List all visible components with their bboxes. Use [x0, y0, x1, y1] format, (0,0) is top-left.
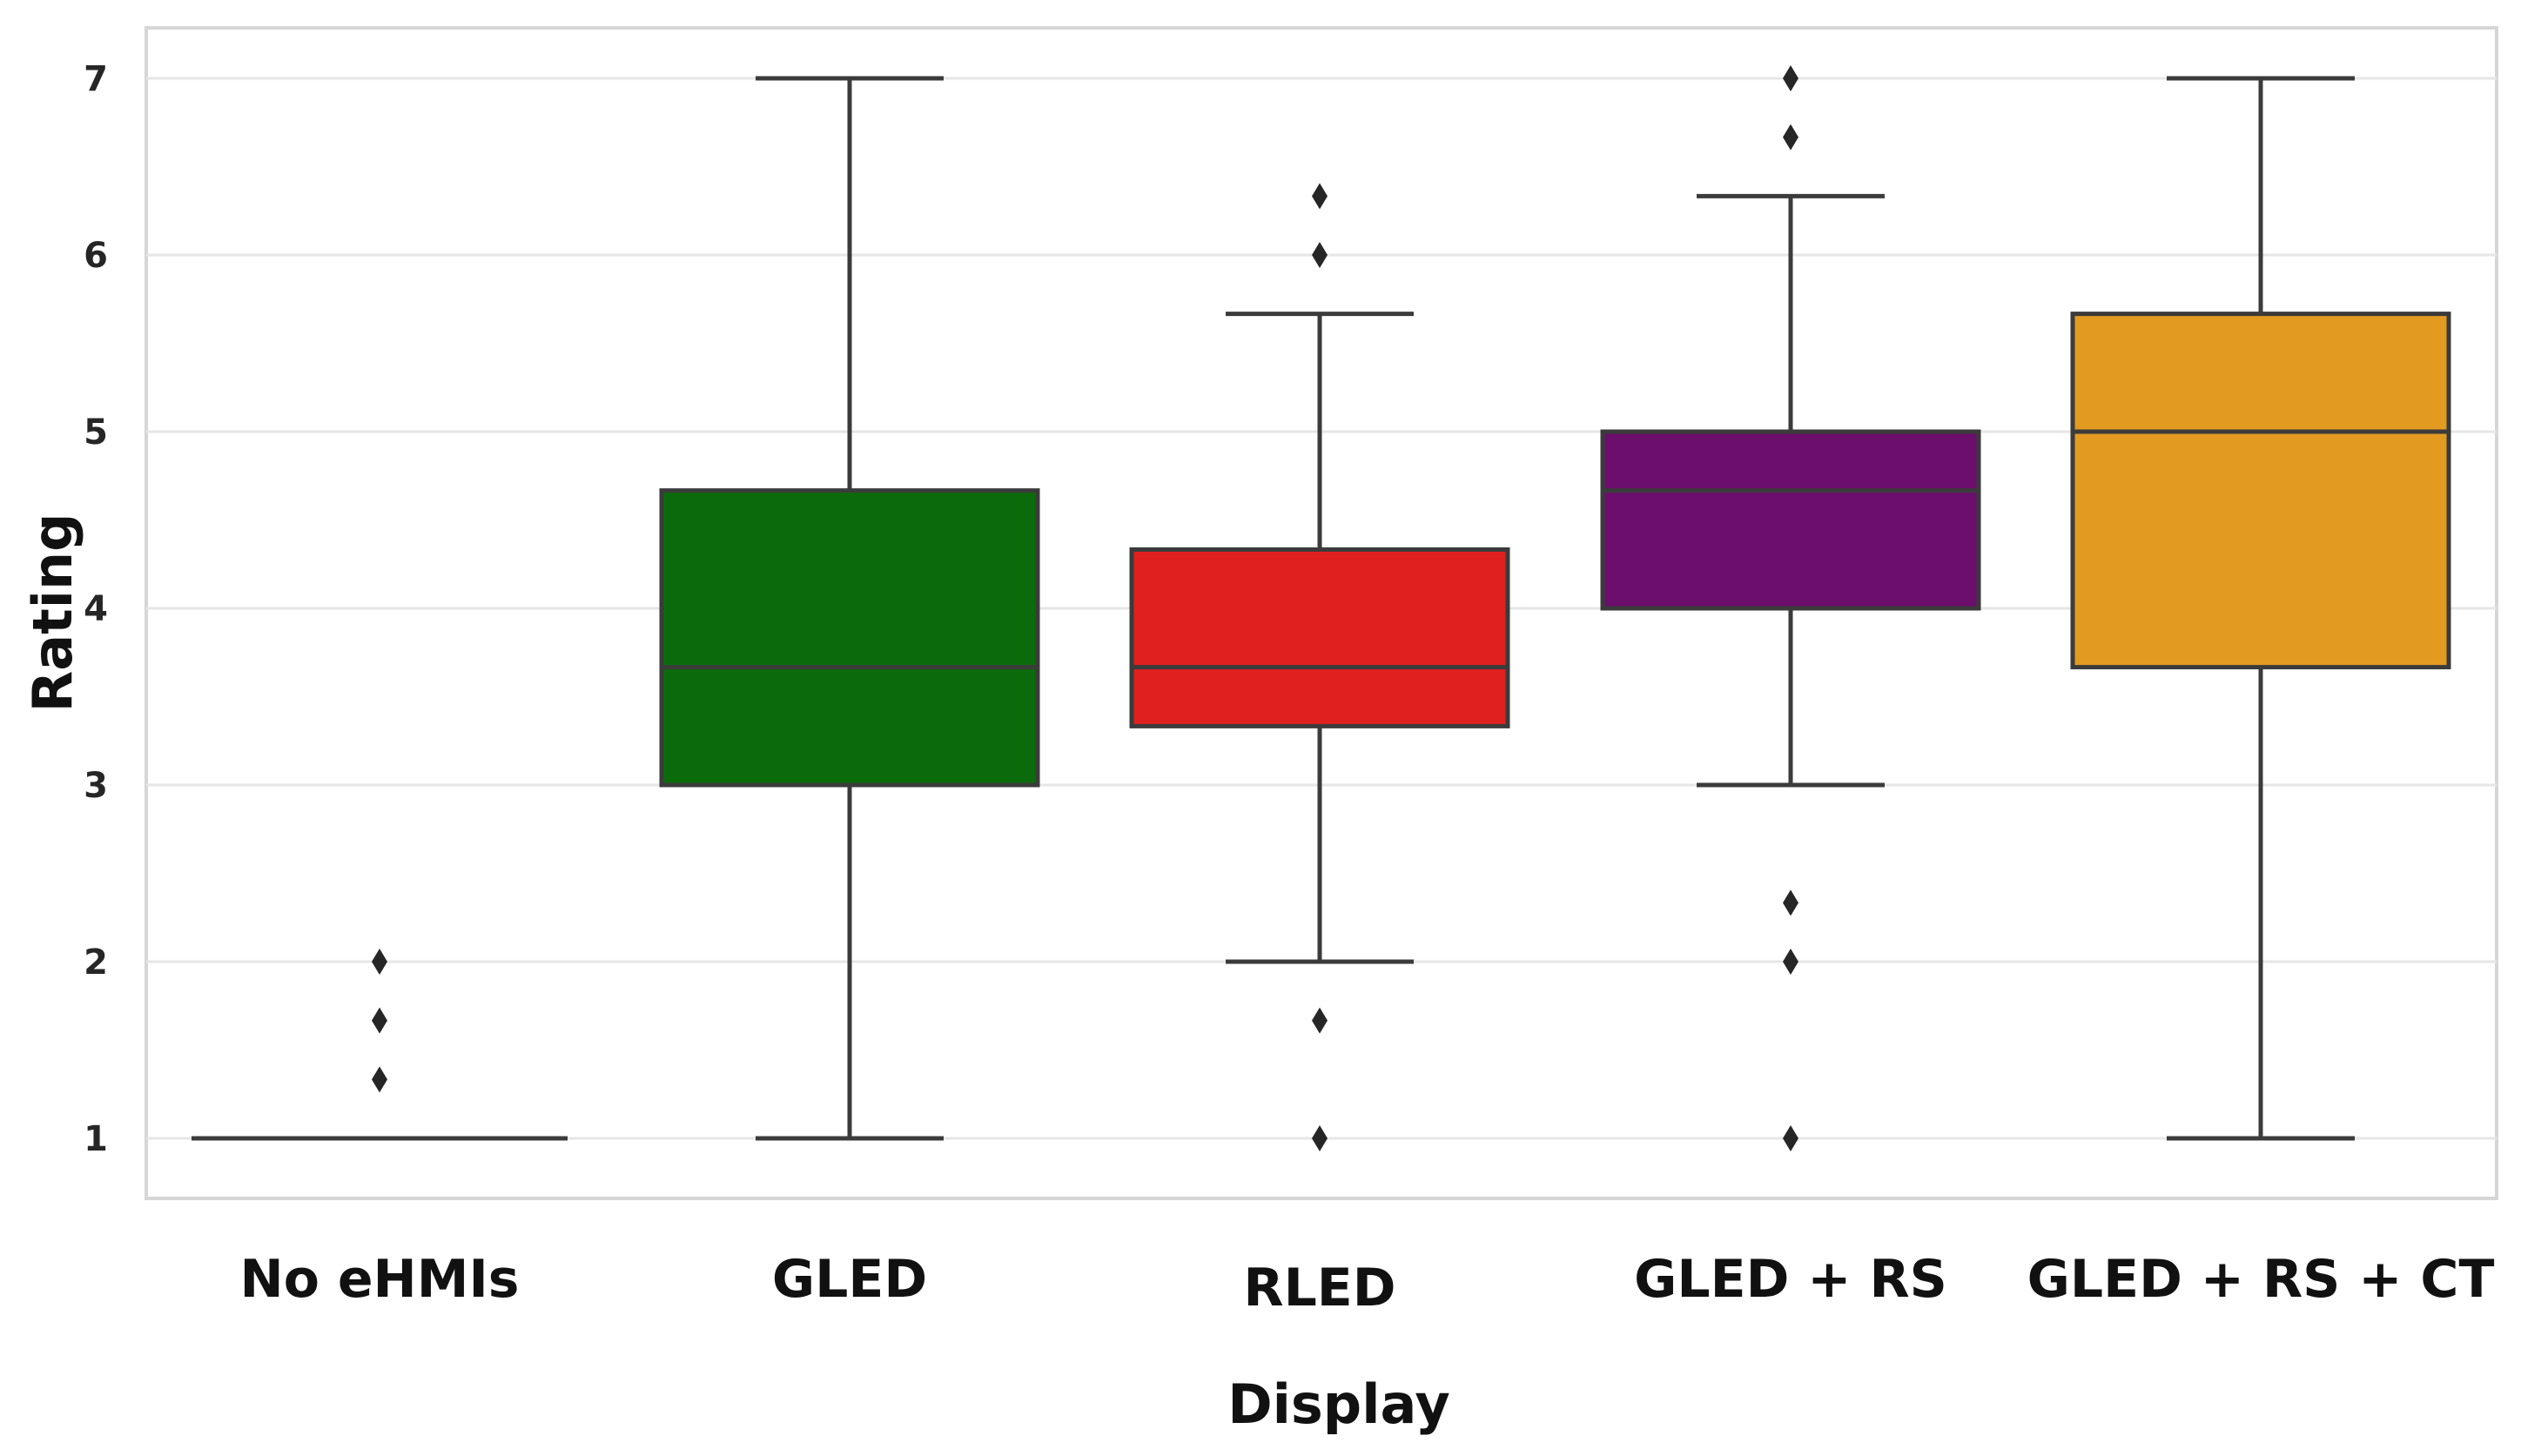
boxes	[192, 65, 2451, 1151]
box	[659, 488, 1040, 788]
outlier-point	[1783, 889, 1798, 916]
x-tick-labels: No eHMIs GLED RLED GLED + RS GLED + RS + CT	[240, 1249, 2495, 1318]
x-tick-label-no-ehmis: No eHMIs	[240, 1249, 520, 1310]
outlier-point	[372, 1066, 387, 1093]
outlier-point	[1312, 1125, 1328, 1151]
outlier-point	[1312, 183, 1328, 210]
box-group-gled-rs-ct	[2070, 76, 2451, 1141]
y-tick-labels: 1 2 3 4 5 6 7	[84, 59, 108, 1159]
box	[1600, 429, 1981, 611]
outlier-point	[1783, 1125, 1798, 1151]
y-tick-label: 4	[84, 589, 108, 629]
outlier-point	[1312, 1007, 1328, 1034]
box-group-gled	[659, 76, 1040, 1141]
outlier-point	[1312, 242, 1328, 268]
x-tick-label-gled-rs: GLED + RS	[1634, 1249, 1947, 1310]
outlier-point	[1783, 65, 1798, 91]
x-tick-label-gled: GLED	[772, 1249, 927, 1310]
outlier-point	[1783, 949, 1798, 975]
y-tick-label: 1	[84, 1119, 108, 1159]
y-axis-title: Rating	[21, 513, 84, 713]
x-tick-label-rled: RLED	[1243, 1258, 1395, 1318]
y-tick-label: 2	[84, 943, 108, 983]
y-tick-label: 5	[84, 413, 108, 453]
box	[2070, 312, 2451, 670]
y-tick-label: 3	[84, 766, 108, 806]
outlier-point	[1783, 124, 1798, 151]
outlier-point	[372, 1007, 387, 1034]
box-group-rled	[1129, 183, 1510, 1151]
outlier-point	[372, 949, 387, 975]
y-tick-label: 6	[84, 236, 108, 276]
box-group-no-ehmis	[192, 949, 568, 1141]
x-axis-title: Display	[1227, 1372, 1450, 1436]
y-tick-label: 7	[84, 59, 108, 99]
box-group-gled-rs	[1600, 65, 1981, 1151]
box	[1129, 547, 1510, 728]
x-tick-label-gled-rs-ct: GLED + RS + CT	[2027, 1249, 2495, 1310]
